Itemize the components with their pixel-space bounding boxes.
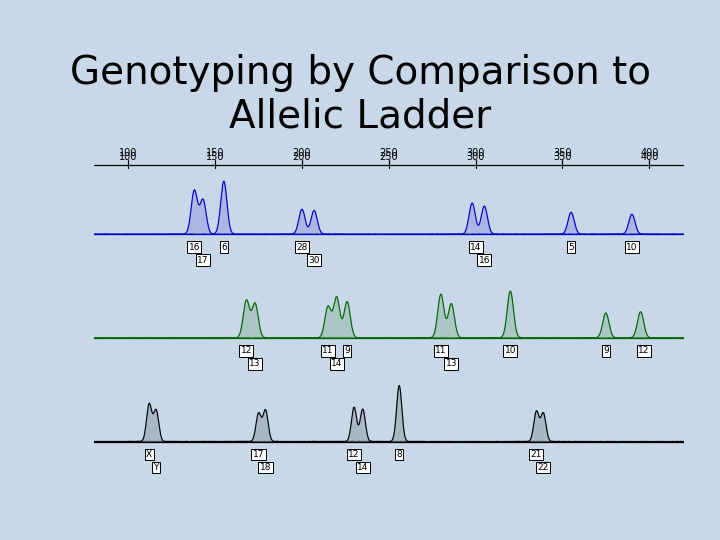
Text: 250: 250 <box>379 148 398 158</box>
Text: 6: 6 <box>221 243 227 252</box>
Text: 22: 22 <box>538 463 549 472</box>
Text: 13: 13 <box>249 359 261 368</box>
Text: 250: 250 <box>379 152 398 161</box>
Text: 11: 11 <box>323 347 334 355</box>
Text: 18: 18 <box>260 463 271 472</box>
Text: 8: 8 <box>396 450 402 459</box>
Text: 150: 150 <box>206 148 225 158</box>
Text: 14: 14 <box>331 359 343 368</box>
Text: 17: 17 <box>197 255 209 265</box>
Text: Y: Y <box>153 463 159 472</box>
Text: 100: 100 <box>119 148 138 158</box>
Text: 9: 9 <box>344 347 350 355</box>
Text: 300: 300 <box>467 148 485 158</box>
Text: 200: 200 <box>293 148 311 158</box>
Text: 12: 12 <box>348 450 360 459</box>
Text: 16: 16 <box>479 255 490 265</box>
Text: 17: 17 <box>253 450 264 459</box>
Text: 100: 100 <box>119 152 138 161</box>
Text: 14: 14 <box>470 243 481 252</box>
Text: 14: 14 <box>357 463 369 472</box>
Text: X: X <box>146 450 152 459</box>
Text: 300: 300 <box>467 152 485 161</box>
Text: 12: 12 <box>240 347 252 355</box>
Text: 10: 10 <box>626 243 638 252</box>
Text: 13: 13 <box>446 359 457 368</box>
Text: 28: 28 <box>297 243 307 252</box>
Text: 5: 5 <box>568 243 574 252</box>
Text: 12: 12 <box>639 347 649 355</box>
Text: 9: 9 <box>603 347 608 355</box>
Text: 200: 200 <box>293 152 311 161</box>
Text: 400: 400 <box>640 152 659 161</box>
Text: 30: 30 <box>308 255 320 265</box>
Text: 16: 16 <box>189 243 200 252</box>
Text: Genotyping by Comparison to
Allelic Ladder: Genotyping by Comparison to Allelic Ladd… <box>70 54 650 136</box>
Text: 150: 150 <box>206 152 225 161</box>
Text: 11: 11 <box>435 347 446 355</box>
Text: 350: 350 <box>553 152 572 161</box>
Text: 21: 21 <box>531 450 542 459</box>
Text: 350: 350 <box>553 148 572 158</box>
Text: 10: 10 <box>505 347 516 355</box>
Text: 400: 400 <box>640 148 659 158</box>
